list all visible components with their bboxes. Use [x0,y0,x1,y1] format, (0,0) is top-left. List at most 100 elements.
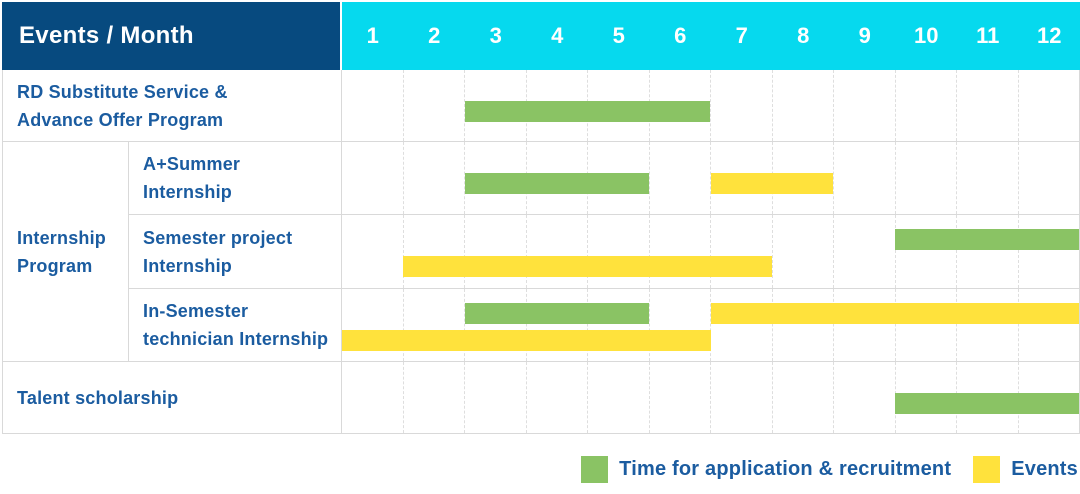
month-gridline [1017,215,1080,288]
month-gridline [464,215,526,288]
month-gridline [464,289,526,361]
label-line: Program [17,255,93,276]
month-gridline [771,215,834,288]
month-header-1: 1 [366,23,379,48]
month-gridline [956,215,1018,288]
month-gridline [525,362,588,433]
chart-row-in-semester-technician-internship [341,289,1079,362]
month-gridline [1017,289,1080,361]
month-gridline [1017,70,1080,141]
month-gridline [1017,142,1080,214]
gantt-bar-events [710,303,1079,324]
gantt-bar-application [464,101,711,122]
month-gridline [833,362,895,433]
month-gridline [402,215,465,288]
month-gridline [525,215,588,288]
row-label-a-plus-summer-internship: A+Summer Internship [128,142,341,215]
chart-row-talent-scholarship [341,362,1079,433]
label-line: A+Summer [143,154,241,174]
gantt-bar-application [464,303,650,324]
month-header-row: 1 2 3 4 5 6 7 8 9 10 11 12 [342,2,1080,70]
month-gridline [833,142,895,214]
month-gridline [956,142,1018,214]
gantt-bar-application [894,393,1079,414]
label-line: Talent scholarship [17,387,179,408]
month-gridline [710,142,772,214]
label-line: RD Substitute Service & [17,81,228,102]
month-gridline [894,215,957,288]
month-gridline [956,70,1018,141]
month-header-6: 6 [674,23,687,48]
month-gridline [894,142,957,214]
month-header-11: 11 [976,23,1000,48]
month-header-7: 7 [735,23,748,48]
label-line: Internship [17,227,107,248]
month-gridline [648,215,711,288]
legend-label: Time for application & recruitment [619,458,952,480]
month-gridline [771,362,834,433]
month-gridline [648,362,711,433]
month-gridline [833,70,895,141]
month-header-9: 9 [858,23,871,48]
month-gridline [342,362,403,433]
gantt-bar-application [464,173,650,194]
month-gridline [587,362,649,433]
month-gridline [587,289,649,361]
month-gridline [894,289,957,361]
month-header-12: 12 [1037,23,1062,48]
month-gridline [771,289,834,361]
row-label-rd-substitute: RD Substitute Service & Advance Offer Pr… [3,70,341,142]
gantt-bar-events [710,173,834,194]
label-line: Advance Offer Program [17,109,224,130]
month-gridline [710,215,772,288]
label-line: In-Semester [143,301,249,321]
row-label-in-semester-technician-internship: In-Semester technician Internship [128,289,341,362]
table-body: RD Substitute Service & Advance Offer Pr… [2,70,1080,434]
label-line: technician Internship [143,329,329,349]
month-gridline [710,70,772,141]
row-label-talent-scholarship: Talent scholarship [3,362,341,433]
month-gridline [402,362,465,433]
group-label-internship-program: Internship Program [3,142,128,362]
month-gridline [402,142,465,214]
chart-row-a-plus-summer-internship [341,142,1079,215]
events-month-header-cell: Events / Month [2,2,342,70]
month-header-10: 10 [914,23,939,48]
month-gridline [710,289,772,361]
month-gridline [342,215,403,288]
month-gridline [464,70,526,141]
month-gridline [956,289,1018,361]
legend: Time for application & recruitment Event… [581,456,1078,483]
row-label-semester-project-internship: Semester project Internship [128,215,341,289]
label-line: Semester project [143,227,293,248]
month-gridline [833,215,895,288]
month-header-3: 3 [489,23,502,48]
yellow-legend-swatch-icon [973,456,1001,483]
month-gridline [464,362,526,433]
month-gridline [525,289,588,361]
month-header-4: 4 [551,23,564,48]
label-line: Internship [143,182,233,202]
legend-item-events: Events [973,456,1078,483]
month-gridline [648,289,711,361]
month-gridline [464,142,526,214]
month-header-8: 8 [797,23,810,48]
month-gridline [833,289,895,361]
gantt-bar-application [894,229,1079,250]
gantt-table: Events / Month 1 2 3 4 5 6 7 8 9 10 11 12 RD Substi… [2,2,1080,434]
month-gridline [587,215,649,288]
month-gridline [342,142,403,214]
chart-row-rd-substitute [341,70,1079,142]
month-gridline [894,70,957,141]
green-legend-swatch-icon [581,456,609,483]
month-gridline [771,70,834,141]
month-gridline [710,362,772,433]
table-header: Events / Month 1 2 3 4 5 6 7 8 9 10 11 12 [2,2,1080,70]
month-gridline [402,289,465,361]
gantt-bar-events [403,256,772,277]
month-header-5: 5 [612,23,625,48]
legend-label: Events [1011,458,1078,480]
month-header-2: 2 [428,23,441,48]
chart-row-semester-project-internship [341,215,1079,289]
